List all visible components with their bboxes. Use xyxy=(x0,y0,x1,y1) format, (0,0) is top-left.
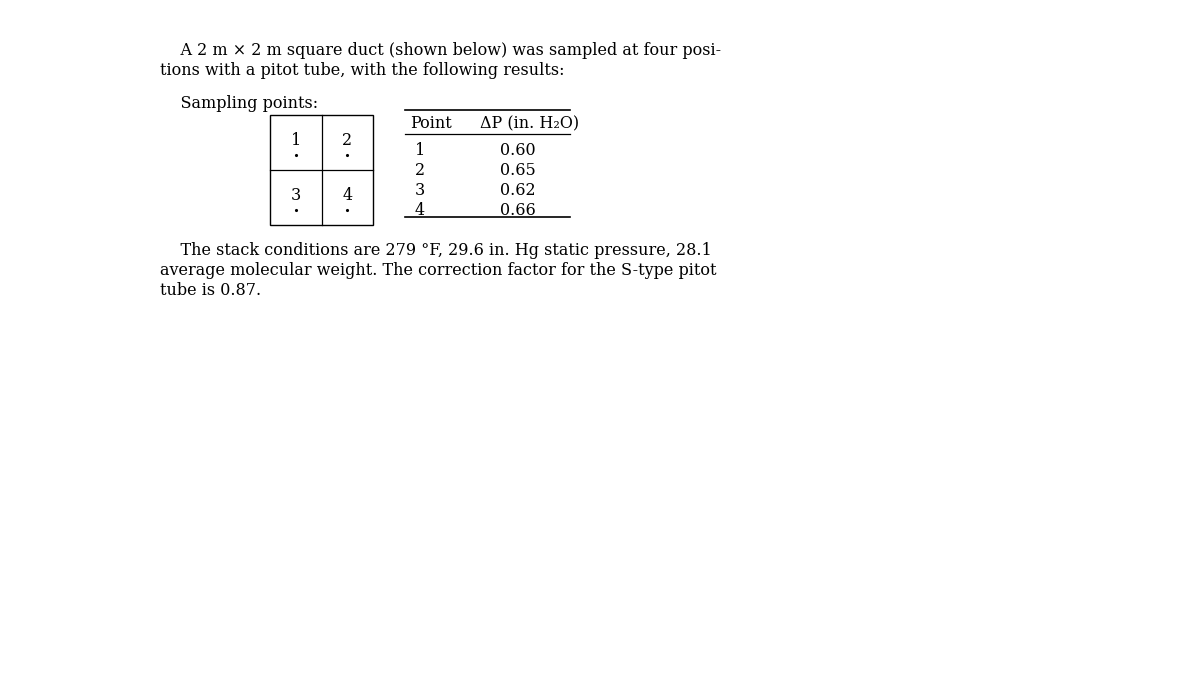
Text: 0.65: 0.65 xyxy=(500,162,535,179)
Text: Point: Point xyxy=(410,115,451,132)
Text: 3: 3 xyxy=(415,182,425,199)
Text: 0.62: 0.62 xyxy=(500,182,535,199)
Text: 1: 1 xyxy=(290,132,301,148)
Bar xyxy=(270,115,373,225)
Text: 1: 1 xyxy=(415,142,425,159)
Text: tube is 0.87.: tube is 0.87. xyxy=(160,282,262,299)
Text: 0.66: 0.66 xyxy=(500,202,535,219)
Text: 4: 4 xyxy=(415,202,425,219)
Text: 2: 2 xyxy=(415,162,425,179)
Text: A 2 m × 2 m square duct (shown below) was sampled at four posi-: A 2 m × 2 m square duct (shown below) wa… xyxy=(160,42,721,59)
Text: 4: 4 xyxy=(342,187,353,204)
Text: tions with a pitot tube, with the following results:: tions with a pitot tube, with the follow… xyxy=(160,62,564,79)
Text: 2: 2 xyxy=(342,132,353,148)
Text: 3: 3 xyxy=(290,187,301,204)
Text: ΔP (in. H₂O): ΔP (in. H₂O) xyxy=(480,115,580,132)
Text: Sampling points:: Sampling points: xyxy=(160,95,318,112)
Text: 0.60: 0.60 xyxy=(500,142,535,159)
Text: The stack conditions are 279 °F, 29.6 in. Hg static pressure, 28.1: The stack conditions are 279 °F, 29.6 in… xyxy=(160,242,712,259)
Text: average molecular weight. The correction factor for the S-type pitot: average molecular weight. The correction… xyxy=(160,262,716,279)
